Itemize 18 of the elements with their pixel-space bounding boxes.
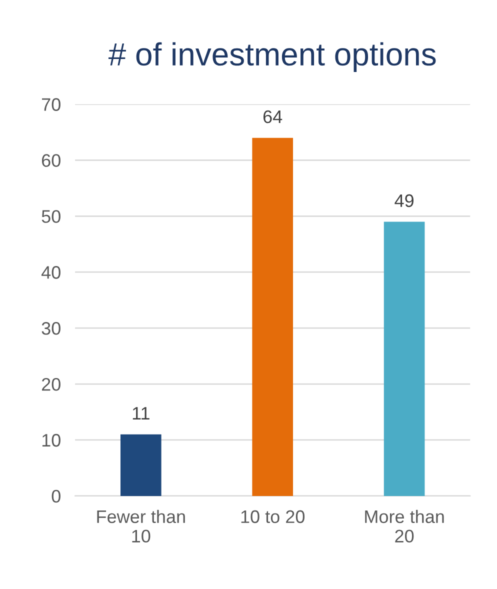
y-tick-label: 60 xyxy=(42,154,60,167)
x-tick-label: 10 to 20 xyxy=(241,510,305,524)
x-tick-label: Fewer than 10 xyxy=(97,510,185,543)
y-tick-label: 40 xyxy=(41,266,60,279)
bar xyxy=(120,434,162,496)
y-tick-label: 50 xyxy=(42,210,60,223)
y-tick-label: 20 xyxy=(42,378,60,391)
data-label: 64 xyxy=(263,110,282,124)
y-tick-label: 0 xyxy=(52,490,60,503)
bar xyxy=(384,222,425,496)
bar xyxy=(252,138,294,496)
x-tick-label: More than 20 xyxy=(365,510,444,543)
y-tick-label: 70 xyxy=(42,98,60,111)
y-tick-label: 30 xyxy=(42,322,60,335)
data-label: 49 xyxy=(394,194,414,208)
y-tick-label: 10 xyxy=(42,434,60,447)
data-label: 11 xyxy=(132,407,150,420)
chart-title: # of investment options xyxy=(108,42,436,72)
